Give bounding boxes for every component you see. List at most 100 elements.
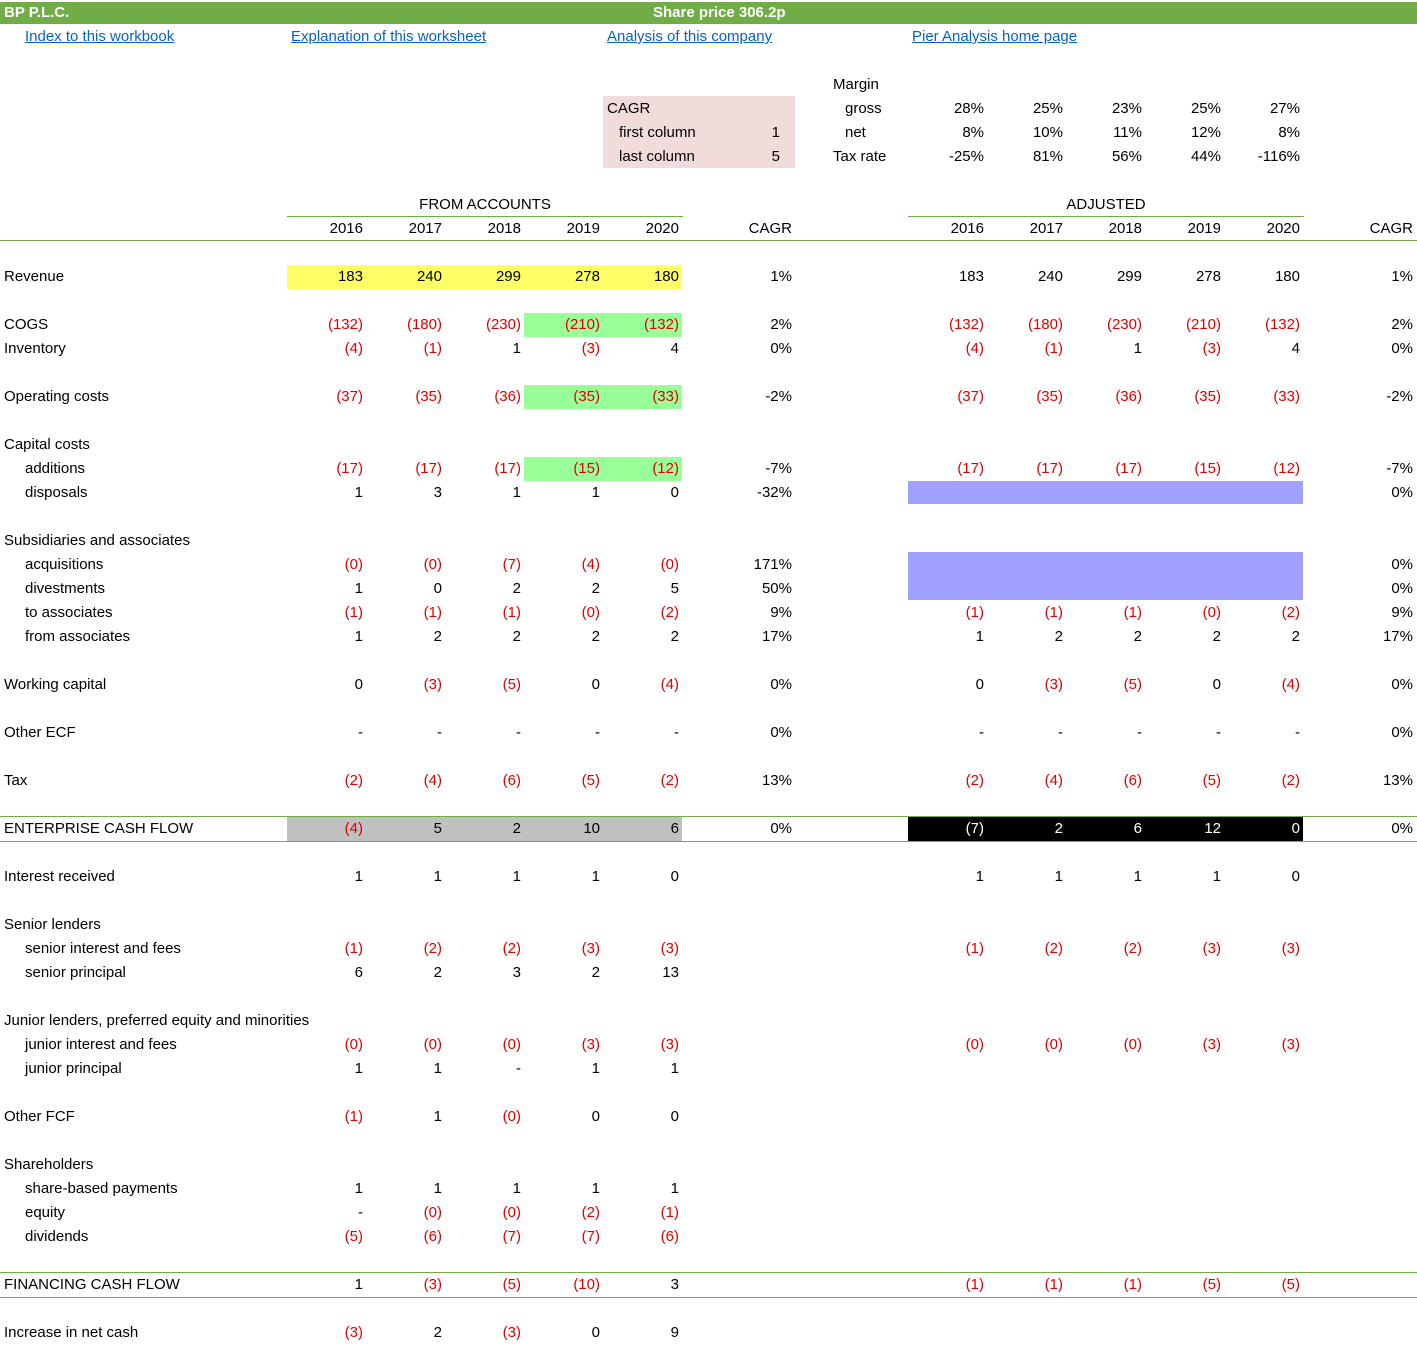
adjusted-value: 1 — [975, 868, 984, 885]
analysis-link[interactable]: Analysis of this company — [607, 28, 773, 45]
accounts-value: (7) — [502, 556, 521, 573]
row-label: FINANCING CASH FLOW — [4, 1276, 180, 1293]
cagr-value: 1% — [770, 268, 792, 285]
row-label: junior principal — [25, 1060, 122, 1077]
cagr-value: 2% — [770, 316, 792, 333]
adjusted-year-header: 2020 — [1266, 220, 1300, 237]
adjusted-value: (2) — [1281, 772, 1300, 789]
adjusted-value: (2) — [965, 772, 984, 789]
accounts-value: (4) — [660, 676, 679, 693]
adjusted-value: (5) — [1123, 676, 1142, 693]
adjusted-value: 299 — [1116, 268, 1142, 285]
accounts-value: 1 — [433, 1180, 442, 1197]
accounts-value: 1 — [512, 868, 521, 885]
accounts-value: (0) — [660, 556, 679, 573]
table-row: Increase in net cash (3) 2 (3) 0 9 — [0, 1321, 1417, 1345]
year-header-row: 2016 2017 2018 2019 2020 CAGR 2016 2017 2018 2019… — [0, 217, 1417, 241]
company-name: BP P.L.C. — [4, 4, 70, 21]
accounts-value: (230) — [485, 316, 521, 333]
table-row: Shareholders — [0, 1153, 1417, 1177]
cagr-last-label: last column — [619, 148, 695, 165]
accounts-value: (2) — [344, 772, 363, 789]
accounts-value: 0 — [591, 1324, 600, 1341]
accounts-value: (5) — [502, 1276, 521, 1293]
adjusted-value: (2) — [1123, 940, 1142, 957]
accounts-value: (10) — [573, 1276, 600, 1293]
margin-value: 8% — [1278, 124, 1300, 141]
cagr-last-value[interactable]: 5 — [771, 148, 780, 165]
accounts-value: 240 — [416, 268, 442, 285]
index-link[interactable]: Index to this workbook — [25, 28, 175, 45]
accounts-value: 3 — [670, 1276, 679, 1293]
accounts-value: - — [674, 724, 679, 741]
accounts-value: 278 — [574, 268, 600, 285]
table-row: Junior lenders, preferred equity and min… — [0, 1009, 1417, 1033]
row-label: divestments — [25, 580, 106, 597]
accounts-value: (0) — [423, 1036, 442, 1053]
table-row: divestments 1 0 2 2 5 50% 0% — [0, 577, 1417, 601]
adjusted-value: 0 — [1291, 820, 1300, 837]
cagr-settings-title: CAGR — [607, 100, 651, 117]
accounts-value: (210) — [564, 316, 600, 333]
cagr-first-value[interactable]: 1 — [771, 124, 780, 141]
adjusted-value: (132) — [1264, 316, 1300, 333]
margin-value: 11% — [1113, 124, 1142, 141]
cagr-value: 0% — [770, 820, 792, 837]
adjusted-value: 0 — [1212, 676, 1221, 693]
adjusted-cagr-value: 0% — [1391, 484, 1413, 501]
accounts-value: 2 — [591, 580, 600, 597]
accounts-value: 2 — [670, 628, 679, 645]
home-page-link[interactable]: Pier Analysis home page — [912, 28, 1078, 45]
cagr-value: 17% — [761, 628, 792, 645]
adjusted-value: (3) — [1202, 940, 1221, 957]
accounts-value: 1 — [591, 868, 600, 885]
accounts-value: 0 — [670, 1108, 679, 1125]
accounts-value: (0) — [581, 604, 600, 621]
accounts-value: (132) — [327, 316, 363, 333]
row-label: equity — [25, 1204, 66, 1221]
adjusted-value: (3) — [1202, 1036, 1221, 1053]
accounts-value: (3) — [344, 1324, 363, 1341]
row-label: share-based payments — [25, 1180, 178, 1197]
cogs-highlight — [524, 313, 682, 337]
row-label: additions — [25, 460, 86, 477]
cagr-first-row: first column 1 — [0, 121, 1417, 145]
explanation-link[interactable]: Explanation of this worksheet — [291, 28, 487, 45]
row-label: disposals — [25, 484, 88, 501]
accounts-value: 1 — [354, 1180, 363, 1197]
adjusted-value: (6) — [1123, 772, 1142, 789]
adjusted-value: (35) — [1036, 388, 1063, 405]
adjusted-cagr-header: CAGR — [1369, 220, 1413, 237]
disposals-adjusted-block — [908, 481, 1303, 504]
accounts-value: (0) — [502, 1204, 521, 1221]
accounts-value: 2 — [512, 628, 521, 645]
table-row: junior principal 1 1 - 1 1 — [0, 1057, 1417, 1081]
adjusted-value: (5) — [1281, 1276, 1300, 1293]
margin-value: 23% — [1111, 100, 1142, 117]
adjusted-value: (1) — [1044, 340, 1063, 357]
adjusted-cagr-value: 0% — [1391, 820, 1413, 837]
accounts-value: (1) — [660, 1204, 679, 1221]
adjusted-value: (1) — [965, 604, 984, 621]
adjusted-value: 2 — [1054, 820, 1063, 837]
accounts-value: 1 — [512, 484, 521, 501]
accounts-value: 0 — [354, 676, 363, 693]
row-label: Increase in net cash — [4, 1324, 139, 1341]
accounts-value: 1 — [354, 868, 363, 885]
accounts-value: - — [358, 1204, 363, 1221]
cagr-last-row: last column 5 — [0, 145, 1417, 169]
table-row: Inventory (4) (1) 1 (3) 4 0% (4) (1) 1 (3) 4 0% — [0, 337, 1417, 361]
margin-value: 10% — [1032, 124, 1063, 141]
accounts-value: 1 — [433, 1108, 442, 1125]
table-row: disposals 1 3 1 1 0 -32% 0% — [0, 481, 1417, 505]
adjusted-cagr-value: -7% — [1386, 460, 1413, 477]
adjusted-cagr-value: 0% — [1391, 724, 1413, 741]
accounts-value: (180) — [406, 316, 442, 333]
adjusted-value: 0 — [1291, 868, 1300, 885]
ecf-black-fill — [908, 817, 1303, 841]
accounts-value: (2) — [423, 940, 442, 957]
year-header: 2018 — [487, 220, 521, 237]
accounts-value: 1 — [512, 1180, 521, 1197]
accounts-value: 1 — [354, 1060, 363, 1077]
row-label: senior principal — [25, 964, 126, 981]
